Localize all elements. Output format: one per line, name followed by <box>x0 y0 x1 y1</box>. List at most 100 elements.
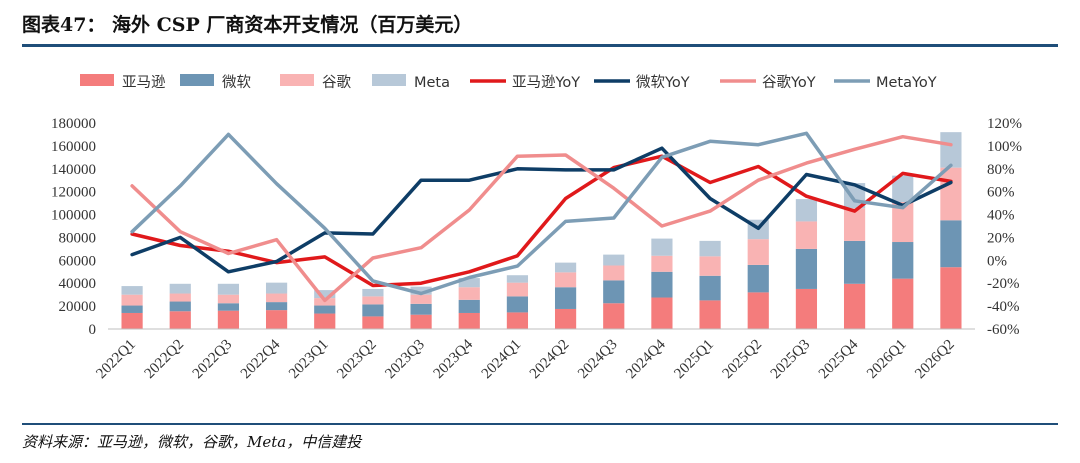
x-tick-label: 2026Q1 <box>864 337 909 382</box>
bar-segment <box>314 313 336 329</box>
legend-label: 亚马逊 <box>122 74 166 91</box>
bar-segment <box>410 303 432 315</box>
bar-segment <box>314 305 336 314</box>
y2-tick-label: 0% <box>987 253 1007 269</box>
legend-label: 谷歌YoY <box>762 74 816 91</box>
y-tick-label: 60000 <box>59 253 97 269</box>
bar-segment <box>265 310 288 329</box>
x-tick-label: 2025Q1 <box>671 337 716 382</box>
bar-segment <box>362 304 384 317</box>
x-tick-label: 2023Q4 <box>431 336 477 382</box>
bar-segment <box>217 310 240 329</box>
bar-segment <box>603 280 625 304</box>
bar-segment <box>217 294 240 304</box>
y2-tick-label: 60% <box>987 185 1015 201</box>
bar-segment <box>892 175 914 202</box>
bar-segment <box>458 312 480 329</box>
bar-segment <box>699 256 721 276</box>
legend-label: 亚马逊YoY <box>512 74 580 91</box>
bar-segment <box>265 293 288 303</box>
bar-segment <box>747 264 769 293</box>
bar-segment <box>458 278 480 288</box>
x-tick-label: 2022Q4 <box>238 336 284 382</box>
bar-segment <box>121 286 143 295</box>
y-tick-label: 20000 <box>59 299 97 315</box>
bar-segment <box>795 288 818 329</box>
bar-segment <box>940 167 962 221</box>
bar-segment <box>603 254 625 266</box>
bar-segment <box>940 220 962 268</box>
bar-segment <box>843 208 866 241</box>
y2-tick-label: 20% <box>987 230 1015 246</box>
bar-segment <box>651 238 673 256</box>
top-rule <box>22 44 1058 47</box>
bar-segment <box>217 303 240 311</box>
legend-label: Meta <box>414 75 450 91</box>
y2-tick-label: 80% <box>987 162 1015 178</box>
bar-segment <box>554 287 577 309</box>
bar-segment <box>651 297 673 329</box>
bar-segment <box>169 293 191 302</box>
bar-segment <box>554 262 577 273</box>
bar-segment <box>458 287 480 300</box>
bar-segment <box>747 239 769 265</box>
bar-segment <box>892 201 914 243</box>
x-tick-label: 2022Q3 <box>190 337 235 382</box>
y2-tick-label: 100% <box>987 139 1022 155</box>
y-tick-label: 120000 <box>51 185 96 201</box>
legend-swatch <box>280 74 314 86</box>
y-tick-label: 140000 <box>51 162 96 178</box>
x-tick-label: 2025Q2 <box>720 337 765 382</box>
bar-segment <box>795 199 818 222</box>
chart-title: 图表47： 海外 CSP 厂商资本开支情况（百万美元） <box>22 14 473 36</box>
y-tick-label: 0 <box>89 322 97 338</box>
x-tick-label: 2025Q4 <box>816 336 862 382</box>
bar-segment <box>892 242 914 279</box>
bar-segment <box>940 267 962 329</box>
bar-segment <box>603 303 625 329</box>
bar-segment <box>362 316 384 329</box>
bar-segment <box>121 294 143 306</box>
yoy-line <box>130 134 953 303</box>
bar-segment <box>603 265 625 281</box>
legend-swatch <box>372 74 406 86</box>
bar-segment <box>506 296 529 313</box>
bar-segment <box>699 240 721 257</box>
bar-segment <box>121 312 143 329</box>
bar-segment <box>169 311 191 329</box>
yoy-line <box>130 154 953 288</box>
bar-segment <box>795 221 818 249</box>
bar-segment <box>651 255 673 272</box>
y2-tick-label: 120% <box>987 116 1022 132</box>
yoy-line <box>130 146 953 274</box>
x-tick-label: 2024Q3 <box>575 337 620 382</box>
y2-tick-label: 40% <box>987 208 1015 224</box>
y-tick-label: 180000 <box>51 116 96 132</box>
y2-tick-label: -40% <box>987 299 1020 315</box>
x-tick-label: 2024Q4 <box>623 336 669 382</box>
legend-label: 微软YoY <box>636 74 690 91</box>
bar-segment <box>747 292 769 329</box>
bar-segment <box>699 275 721 301</box>
bar-segment <box>410 314 432 329</box>
bar-segment <box>699 300 721 329</box>
legend-swatch <box>80 74 114 86</box>
bar-segment <box>217 283 240 295</box>
bar-segment <box>410 286 432 295</box>
bar-segment <box>843 240 866 284</box>
x-tick-label: 2024Q2 <box>527 337 572 382</box>
x-tick-label: 2025Q3 <box>768 337 813 382</box>
source-note: 资料来源：亚马逊，微软，谷歌，Meta，中信建投 <box>22 433 362 451</box>
bar-segment <box>506 282 529 297</box>
x-tick-label: 2026Q2 <box>912 337 957 382</box>
y2-tick-label: -20% <box>987 276 1020 292</box>
bar-segment <box>892 278 914 329</box>
bar-segment <box>169 301 191 312</box>
x-tick-label: 2024Q1 <box>479 337 524 382</box>
bar-segment <box>940 132 962 168</box>
legend-label: MetaYoY <box>876 75 937 91</box>
bar-segment <box>506 312 529 329</box>
legend-label: 微软 <box>222 74 251 91</box>
bar-segment <box>554 272 577 288</box>
